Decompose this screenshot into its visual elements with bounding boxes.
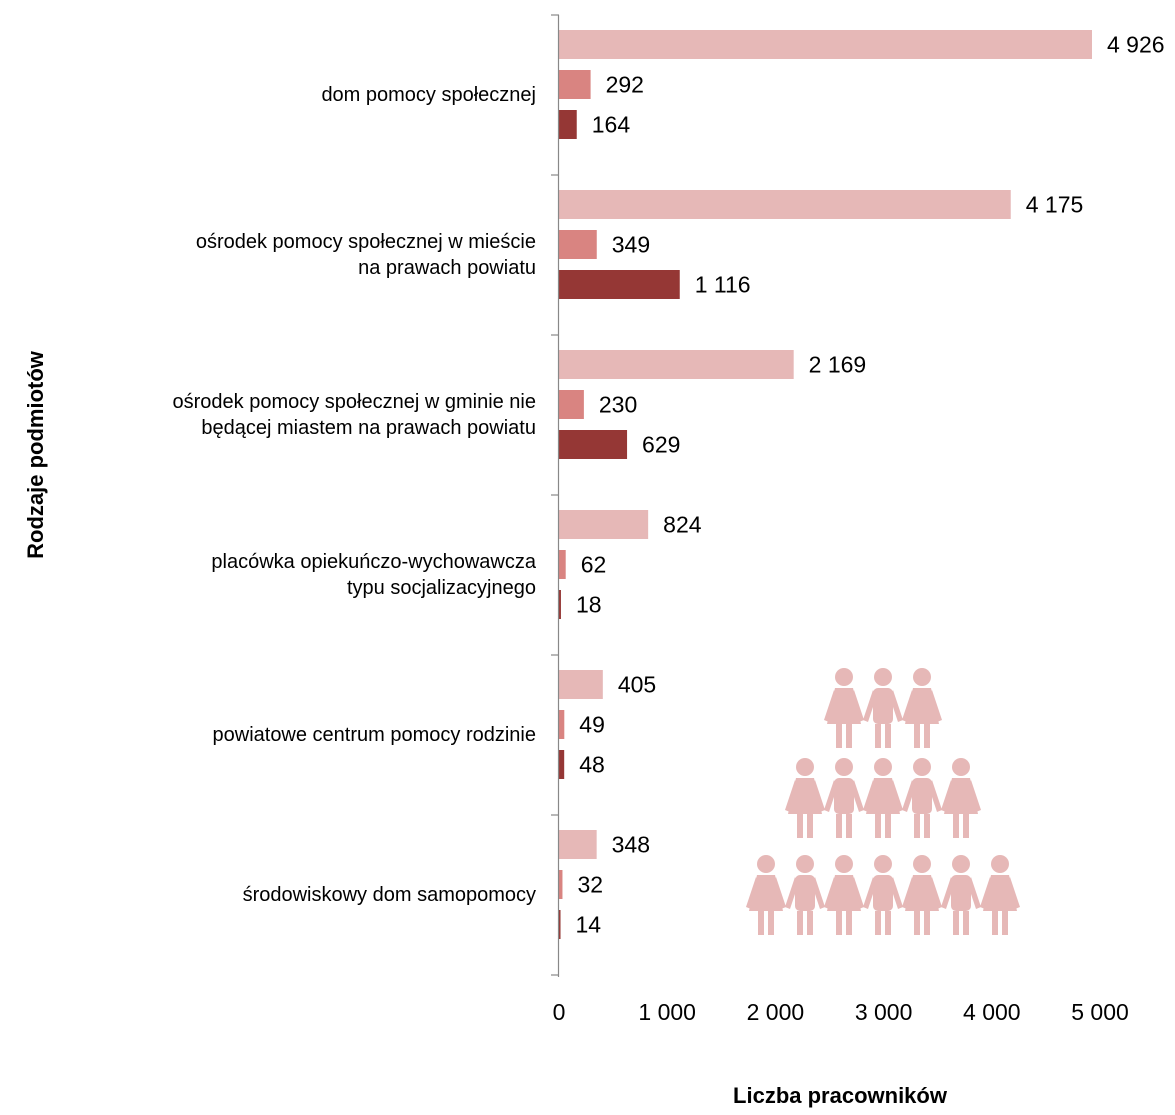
bar	[559, 590, 561, 619]
category-label: środowiskowy dom samopomocy	[243, 884, 536, 906]
data-label: 18	[576, 592, 602, 618]
bar	[559, 510, 649, 539]
bar	[559, 430, 628, 459]
person-icon	[863, 668, 903, 748]
person-icon	[785, 758, 825, 838]
y-axis-title: Rodzaje podmiotów	[23, 350, 48, 559]
data-label: 49	[579, 712, 605, 738]
category-label: powiatowe centrum pomocy rodzinie	[213, 724, 537, 746]
bar	[559, 750, 565, 779]
person-icon	[824, 668, 864, 748]
person-icon	[902, 758, 942, 838]
bar	[559, 710, 565, 739]
bar	[559, 30, 1092, 59]
x-tick-label: 3 000	[855, 999, 913, 1025]
category-label: będącej miastem na prawach powiatu	[201, 417, 536, 439]
x-tick-label: 2 000	[747, 999, 805, 1025]
category-label: typu socjalizacyjnego	[347, 577, 536, 599]
bar	[559, 670, 603, 699]
data-label: 629	[642, 432, 680, 458]
bar	[559, 870, 563, 899]
person-icon	[980, 855, 1020, 935]
labels-layer: 4 926 292 164 dom pomocy społecznej 4 175 349…	[172, 32, 1164, 1026]
x-tick-label: 0	[553, 999, 566, 1025]
data-label: 48	[579, 752, 605, 778]
data-label: 4 175	[1026, 192, 1084, 218]
person-icon	[824, 855, 864, 935]
data-label: 14	[576, 912, 602, 938]
person-icon	[941, 758, 981, 838]
bar	[559, 110, 577, 139]
category-label: ośrodek pomocy społecznej w mieście	[196, 231, 536, 253]
bar	[559, 230, 597, 259]
category-label: dom pomocy społecznej	[321, 84, 536, 106]
data-label: 230	[599, 392, 637, 418]
person-icon	[941, 855, 981, 935]
x-tick-label: 1 000	[638, 999, 696, 1025]
bars-layer	[559, 30, 1092, 939]
person-icon	[863, 855, 903, 935]
category-label: na prawach powiatu	[358, 257, 536, 279]
axes-layer	[551, 14, 560, 977]
bar	[559, 550, 566, 579]
person-icon	[824, 758, 864, 838]
data-label: 824	[663, 512, 702, 538]
person-icon	[863, 758, 903, 838]
person-icon	[902, 668, 942, 748]
x-tick-label: 5 000	[1071, 999, 1129, 1025]
data-label: 349	[612, 232, 650, 258]
data-label: 292	[606, 72, 644, 98]
data-label: 164	[592, 112, 631, 138]
data-label: 405	[618, 672, 656, 698]
bar	[559, 70, 591, 99]
category-label: placówka opiekuńczo-wychowawcza	[211, 551, 536, 573]
data-label: 62	[581, 552, 607, 578]
x-axis-title: Liczba pracowników	[733, 1083, 948, 1108]
person-icon	[746, 855, 786, 935]
data-label: 2 169	[809, 352, 867, 378]
bar	[559, 270, 680, 299]
bar	[559, 350, 794, 379]
bar	[559, 830, 597, 859]
person-icon	[785, 855, 825, 935]
data-label: 4 926	[1107, 32, 1165, 58]
bar	[559, 390, 584, 419]
people-pyramid-icon	[746, 668, 1020, 935]
data-label: 32	[577, 872, 603, 898]
data-label: 1 116	[695, 272, 751, 298]
bar	[559, 190, 1011, 219]
person-icon	[902, 855, 942, 935]
category-label: ośrodek pomocy społecznej w gminie nie	[172, 391, 536, 413]
data-label: 348	[612, 832, 650, 858]
bar	[559, 910, 561, 939]
x-tick-label: 4 000	[963, 999, 1021, 1025]
